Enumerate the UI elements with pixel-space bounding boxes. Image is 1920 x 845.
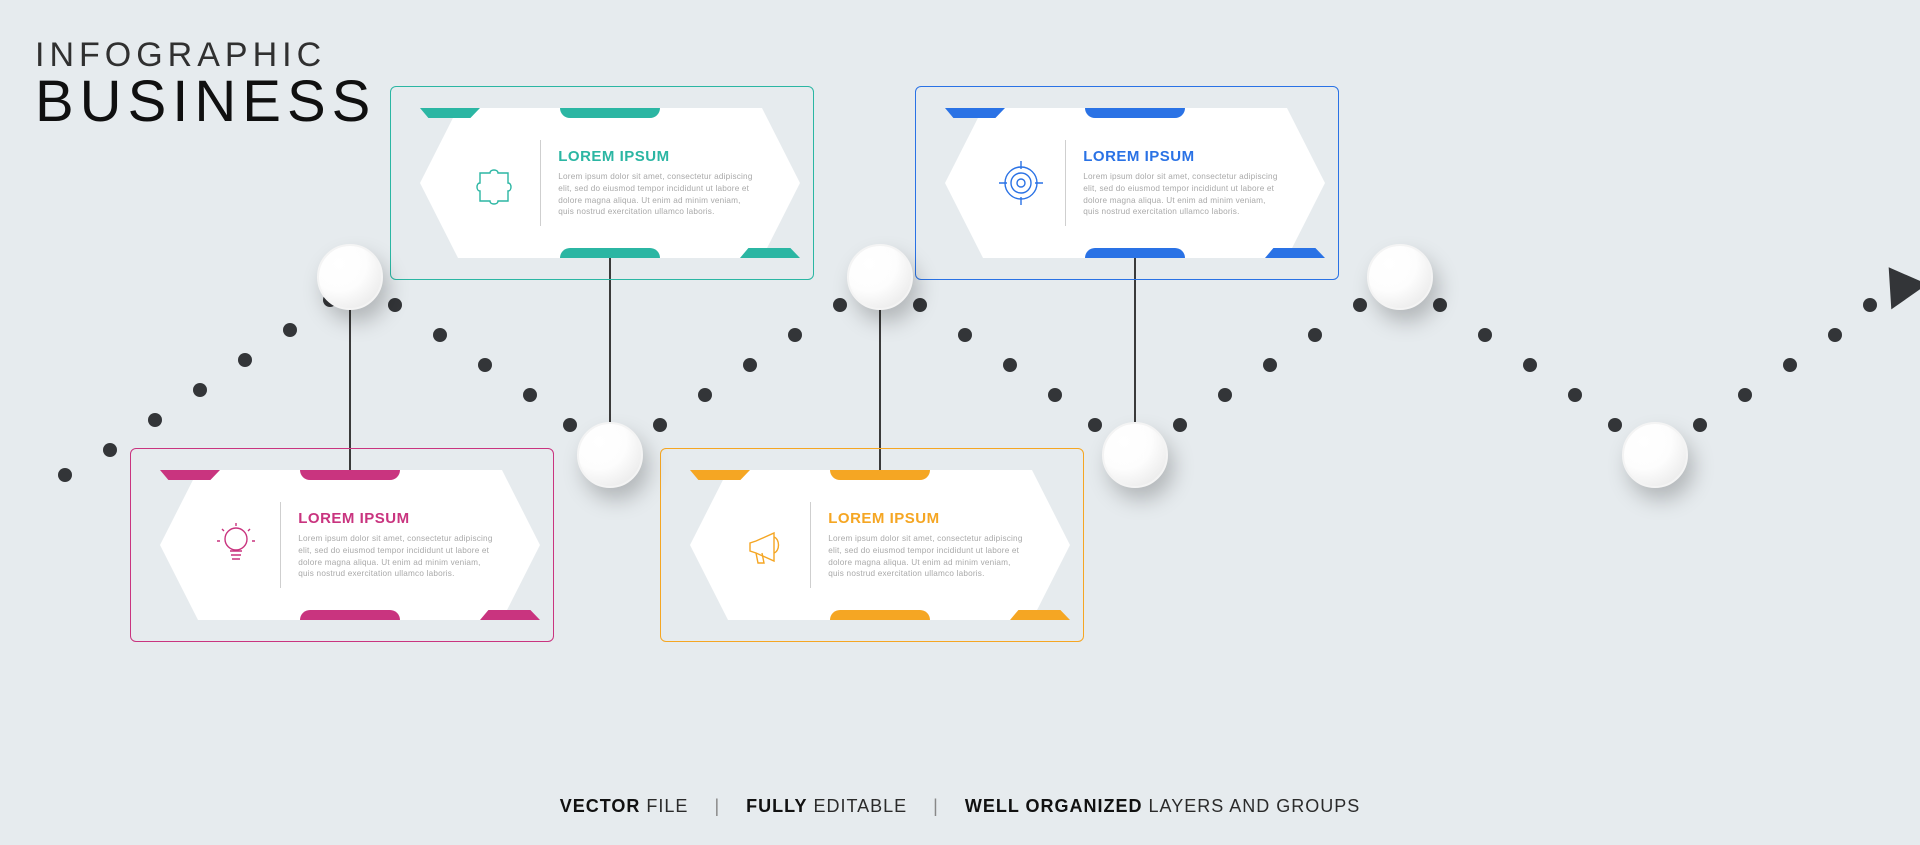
- card-description: Lorem ipsum dolor sit amet, consectetur …: [558, 171, 758, 219]
- card-text: LOREM IPSUM Lorem ipsum dolor sit amet, c…: [298, 510, 498, 581]
- footer-text: EDITABLE: [807, 796, 907, 816]
- card-text: LOREM IPSUM Lorem ipsum dolor sit amet, c…: [1083, 148, 1283, 219]
- card-description: Lorem ipsum dolor sit amet, consectetur …: [828, 533, 1028, 581]
- timeline-node: [847, 244, 913, 310]
- timeline-node: [1367, 244, 1433, 310]
- title-line-2: BUSINESS: [35, 73, 376, 131]
- footer: VECTOR FILE | FULLY EDITABLE | WELL ORGANIZE…: [0, 796, 1920, 817]
- infographic-card: LOREM IPSUM Lorem ipsum dolor sit amet, c…: [690, 470, 1070, 620]
- footer-separator: |: [714, 796, 720, 817]
- footer-text: FILE: [640, 796, 688, 816]
- puzzle-icon: [470, 157, 522, 209]
- timeline-node: [317, 244, 383, 310]
- card-title: LOREM IPSUM: [1083, 148, 1283, 165]
- footer-text: WELL ORGANIZED: [965, 796, 1143, 816]
- timeline-node: [1622, 422, 1688, 488]
- target-icon: [995, 157, 1047, 209]
- timeline-node: [1102, 422, 1168, 488]
- timeline-node: [577, 422, 643, 488]
- lightbulb-icon: [210, 519, 262, 571]
- card-content: LOREM IPSUM Lorem ipsum dolor sit amet, c…: [160, 470, 540, 620]
- card-content: LOREM IPSUM Lorem ipsum dolor sit amet, c…: [945, 108, 1325, 258]
- page-title: INFOGRAPHIC BUSINESS: [35, 36, 376, 131]
- path-arrowhead: [1871, 255, 1920, 310]
- infographic-card: LOREM IPSUM Lorem ipsum dolor sit amet, c…: [420, 108, 800, 258]
- card-content: LOREM IPSUM Lorem ipsum dolor sit amet, c…: [420, 108, 800, 258]
- card-text: LOREM IPSUM Lorem ipsum dolor sit amet, c…: [828, 510, 1028, 581]
- footer-text: FULLY: [746, 796, 807, 816]
- card-description: Lorem ipsum dolor sit amet, consectetur …: [298, 533, 498, 581]
- footer-text: LAYERS AND GROUPS: [1143, 796, 1361, 816]
- card-title: LOREM IPSUM: [558, 148, 758, 165]
- footer-separator: |: [933, 796, 939, 817]
- footer-text: VECTOR: [560, 796, 641, 816]
- card-description: Lorem ipsum dolor sit amet, consectetur …: [1083, 171, 1283, 219]
- card-title: LOREM IPSUM: [298, 510, 498, 527]
- megaphone-icon: [740, 519, 792, 571]
- infographic-stage: INFOGRAPHIC BUSINESS LOREM IPSUM Lorem ip…: [0, 0, 1920, 845]
- card-content: LOREM IPSUM Lorem ipsum dolor sit amet, c…: [690, 470, 1070, 620]
- infographic-card: LOREM IPSUM Lorem ipsum dolor sit amet, c…: [945, 108, 1325, 258]
- infographic-card: LOREM IPSUM Lorem ipsum dolor sit amet, c…: [160, 470, 540, 620]
- card-title: LOREM IPSUM: [828, 510, 1028, 527]
- card-text: LOREM IPSUM Lorem ipsum dolor sit amet, c…: [558, 148, 758, 219]
